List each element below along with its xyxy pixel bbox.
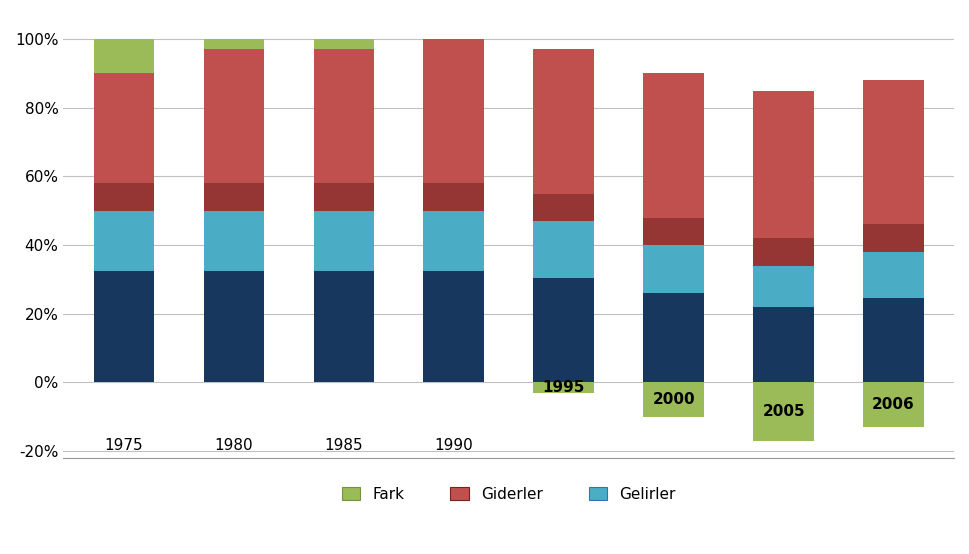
Bar [203, 271, 264, 382]
Bar [423, 271, 484, 382]
Bar [643, 293, 703, 382]
Text: 1980: 1980 [214, 438, 253, 453]
Text: 1975: 1975 [105, 438, 143, 453]
Bar [643, 73, 703, 218]
Bar [203, 39, 264, 49]
Bar [753, 306, 814, 382]
Text: 1990: 1990 [434, 438, 473, 453]
Bar [314, 49, 374, 183]
Bar [423, 39, 484, 183]
Bar [314, 183, 374, 211]
Bar [643, 382, 703, 417]
Bar [423, 211, 484, 271]
Bar [533, 382, 594, 393]
Bar [533, 221, 594, 278]
Text: 2006: 2006 [872, 397, 915, 412]
Bar [314, 39, 374, 49]
Bar [423, 183, 484, 211]
Bar [863, 297, 923, 382]
Bar [863, 80, 923, 224]
Bar [533, 278, 594, 382]
Bar [94, 39, 154, 73]
Bar [533, 193, 594, 221]
Text: 2005: 2005 [763, 404, 805, 419]
Bar [94, 271, 154, 382]
Legend: Fark, Giderler, Gelirler: Fark, Giderler, Gelirler [336, 481, 681, 508]
Bar [94, 73, 154, 183]
Bar [94, 183, 154, 211]
Bar [314, 271, 374, 382]
Bar [94, 211, 154, 271]
Bar [753, 238, 814, 266]
Bar [643, 218, 703, 245]
Bar [203, 49, 264, 183]
Bar [203, 211, 264, 271]
Bar [203, 183, 264, 211]
Bar [863, 224, 923, 252]
Bar [643, 245, 703, 293]
Bar [314, 211, 374, 271]
Bar [753, 382, 814, 441]
Text: 1985: 1985 [325, 438, 363, 453]
Bar [863, 252, 923, 297]
Text: 1995: 1995 [543, 380, 585, 395]
Bar [753, 90, 814, 238]
Bar [753, 266, 814, 306]
Bar [533, 49, 594, 193]
Bar [863, 382, 923, 427]
Text: 2000: 2000 [652, 392, 695, 407]
